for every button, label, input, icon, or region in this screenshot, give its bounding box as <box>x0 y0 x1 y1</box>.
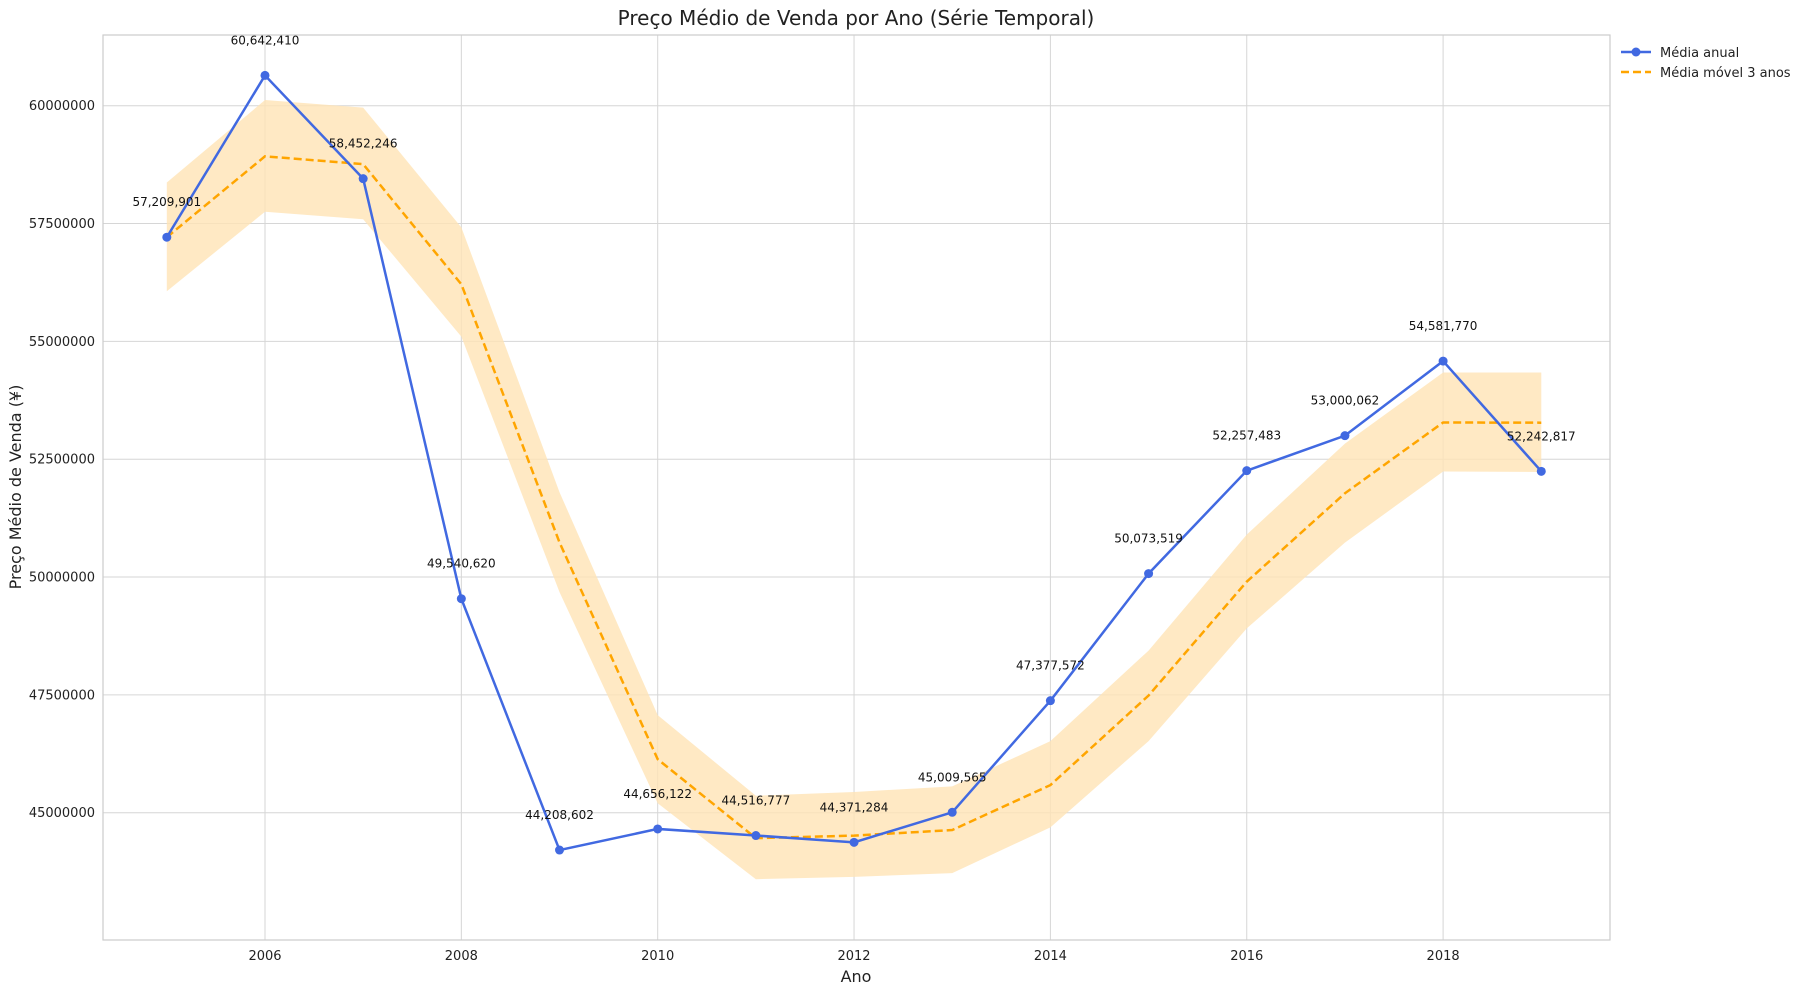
data-label: 45,009,565 <box>918 770 987 784</box>
data-label: 54,581,770 <box>1409 319 1478 333</box>
x-tick-label: 2018 <box>1427 949 1460 964</box>
legend-marker-media-anual <box>1631 47 1641 57</box>
data-label: 44,208,602 <box>525 808 594 822</box>
data-point <box>751 831 761 841</box>
data-point <box>260 70 270 80</box>
data-point <box>947 807 957 817</box>
y-tick-label: 52500000 <box>29 453 95 468</box>
data-point <box>1340 431 1350 441</box>
data-label: 44,516,777 <box>722 794 791 808</box>
data-label: 49,540,620 <box>427 557 496 571</box>
data-point <box>1438 356 1448 366</box>
y-tick-label: 60000000 <box>29 99 95 114</box>
data-point <box>849 837 859 847</box>
marker-layer <box>162 70 1546 855</box>
x-tick-label: 2014 <box>1034 949 1067 964</box>
data-point <box>456 594 466 604</box>
data-label: 50,073,519 <box>1114 532 1183 546</box>
x-tick-label: 2006 <box>248 949 281 964</box>
grid-layer <box>103 35 1610 940</box>
legend-label-media-anual: Média anual <box>1660 46 1739 61</box>
data-point <box>1144 569 1154 579</box>
data-point <box>555 845 565 855</box>
y-tick-label: 55000000 <box>29 335 95 350</box>
y-tick-label: 47500000 <box>29 688 95 703</box>
data-label: 60,642,410 <box>231 33 300 47</box>
x-tick-label: 2010 <box>641 949 674 964</box>
tick-layer: 2006 2008 2010 2012 2014 2016 2018 45000000 4750… <box>29 99 1460 964</box>
y-axis-label: Preço Médio de Venda (¥) <box>6 385 25 590</box>
legend: Média anual Média móvel 3 anos <box>1621 46 1791 81</box>
band-layer <box>166 100 1542 880</box>
series-line-media-movel <box>166 155 1542 840</box>
data-point <box>1536 466 1546 476</box>
plot-frame <box>102 34 1611 941</box>
y-tick-label: 50000000 <box>29 571 95 586</box>
x-tick-label: 2016 <box>1230 949 1263 964</box>
data-label: 52,257,483 <box>1212 429 1281 443</box>
x-axis-label: Ano <box>841 967 872 986</box>
legend-label-media-movel: Média móvel 3 anos <box>1660 66 1791 81</box>
data-label: 44,656,122 <box>623 787 692 801</box>
x-tick-label: 2008 <box>445 949 478 964</box>
data-label-layer: 57,209,901 60,642,410 58,452,246 49,540,620… <box>132 33 1575 822</box>
y-tick-label: 57500000 <box>29 217 95 232</box>
moving-average-band <box>166 100 1542 880</box>
data-point <box>1242 466 1252 476</box>
data-point <box>653 824 663 834</box>
data-label: 47,377,572 <box>1016 659 1085 673</box>
data-point <box>1045 696 1055 706</box>
data-point <box>358 174 368 184</box>
y-tick-label: 45000000 <box>29 806 95 821</box>
data-label: 52,242,817 <box>1507 429 1576 443</box>
data-point <box>162 232 172 242</box>
data-label: 53,000,062 <box>1311 394 1380 408</box>
x-tick-label: 2012 <box>837 949 870 964</box>
data-label: 44,371,284 <box>820 800 889 814</box>
data-label: 58,452,246 <box>329 137 398 151</box>
data-label: 57,209,901 <box>132 195 201 209</box>
chart-title: Preço Médio de Venda por Ano (Série Temp… <box>618 6 1095 30</box>
